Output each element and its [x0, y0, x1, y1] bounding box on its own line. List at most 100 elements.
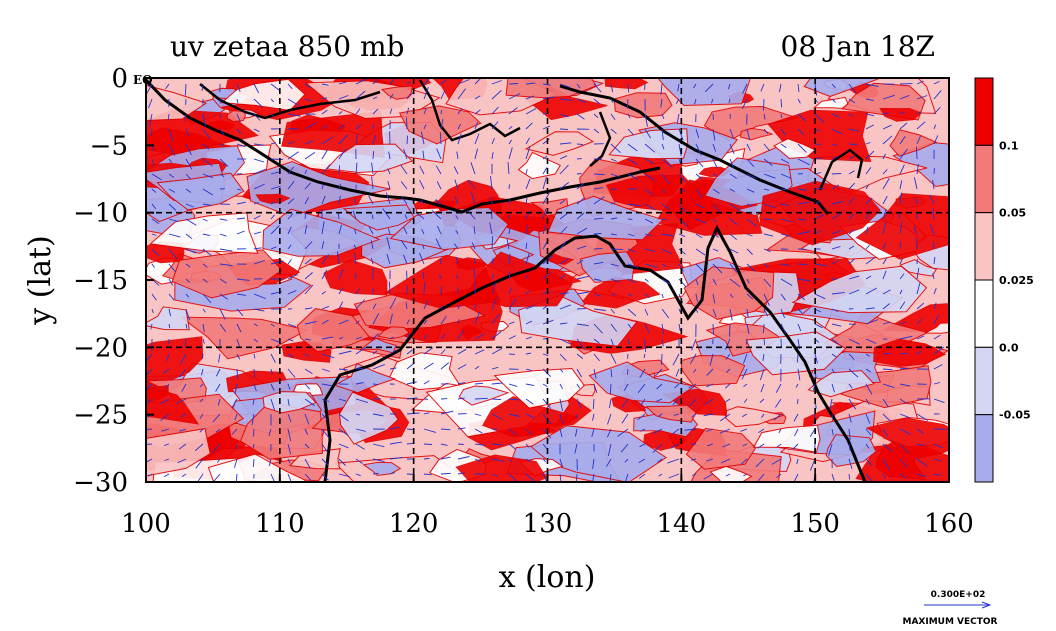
vorticity-contour [255, 193, 291, 204]
wind-vector [355, 473, 361, 477]
wind-vector [321, 97, 328, 100]
vorticity-contour [377, 326, 411, 340]
wind-vector [899, 352, 908, 355]
wind-vector [163, 368, 170, 374]
wind-vector [776, 473, 782, 479]
wind-vector [899, 413, 910, 419]
wind-vector [593, 98, 601, 105]
wind-vector [610, 323, 618, 332]
wind-vector [457, 319, 460, 325]
wind-vector [746, 248, 753, 255]
wind-vector [168, 308, 172, 317]
wind-vector [831, 173, 842, 175]
wind-vector [882, 443, 893, 453]
wind-vector [916, 335, 925, 340]
wind-vector [691, 413, 697, 418]
wind-vector [440, 90, 446, 100]
wind-vector [457, 304, 461, 310]
wind-vector [219, 293, 229, 300]
wind-vector [253, 113, 261, 121]
wind-vector [422, 272, 425, 280]
wind-vector [406, 117, 408, 130]
wind-vector [202, 188, 213, 196]
wind-vector [457, 123, 461, 130]
wind-vector [780, 308, 786, 318]
wind-vector [185, 143, 192, 156]
wind-vector [185, 248, 196, 254]
wind-vector [146, 368, 153, 377]
wind-vector [763, 278, 772, 288]
vorticity-contour [246, 161, 391, 218]
wind-vector [542, 208, 547, 220]
wind-vector [202, 278, 208, 283]
wind-vector [710, 98, 714, 104]
wind-vector [525, 398, 534, 405]
wind-vector [468, 179, 476, 190]
wind-vector [199, 398, 204, 403]
wind-vector [660, 83, 663, 95]
wind-vector [674, 383, 680, 389]
wind-vector [617, 428, 629, 437]
wind-vector [321, 124, 328, 130]
wind-vector [916, 121, 926, 130]
wind-vector [644, 308, 649, 316]
wind-vector [729, 143, 735, 154]
wind-vector [321, 368, 330, 372]
wind-vector [457, 427, 466, 430]
wind-vector [423, 428, 437, 433]
wind-vector [933, 458, 942, 462]
wind-vector [746, 158, 755, 168]
wind-vector [304, 338, 311, 341]
x-axis-label: x (lon) [499, 560, 596, 595]
wind-vector [185, 218, 197, 226]
wind-vector [436, 181, 442, 190]
wind-vector [542, 155, 548, 160]
vector-reference: 0.300E+02 MAXIMUM VECTOR [902, 590, 997, 627]
vorticity-contour [179, 316, 309, 360]
wind-vector [440, 362, 450, 370]
wind-vector [899, 222, 903, 235]
wind-vector [694, 98, 697, 105]
wind-vector [763, 143, 771, 152]
wind-vector [386, 236, 391, 250]
wind-vector [593, 233, 602, 235]
wind-vector [576, 212, 585, 220]
wind-vector [559, 258, 569, 265]
wind-vector [146, 383, 153, 391]
wind-vector [542, 305, 548, 310]
vorticity-contour [680, 355, 746, 387]
wind-vector [287, 383, 291, 390]
wind-vector [437, 225, 442, 235]
wind-vector [270, 323, 275, 327]
wind-vector [780, 143, 787, 149]
wind-vector [644, 113, 648, 127]
wind-vector [336, 251, 340, 265]
wind-vector [746, 218, 758, 227]
wind-vector [151, 233, 157, 236]
wind-vector [372, 458, 385, 463]
wind-vector [593, 308, 606, 311]
wind-vector [389, 441, 402, 445]
wind-vector [763, 203, 776, 209]
wind-vector [474, 311, 481, 325]
wind-vector [780, 158, 790, 164]
wind-vector [899, 94, 910, 100]
wind-vector [439, 258, 442, 265]
wind-vector [236, 230, 245, 235]
wind-vector [457, 397, 465, 400]
wind-vector [559, 292, 569, 295]
wind-vector [865, 353, 870, 357]
wind-vector [627, 158, 639, 165]
wind-vector [270, 214, 275, 220]
wind-vector [576, 98, 587, 104]
wind-vector [234, 383, 238, 395]
wind-vector [780, 128, 787, 136]
wind-vector [435, 199, 442, 205]
wind-vector [270, 98, 275, 103]
wind-vector [491, 80, 502, 85]
wind-vector [508, 126, 513, 130]
wind-vector [321, 269, 328, 280]
wind-vector [507, 162, 510, 175]
wind-vector [491, 258, 494, 265]
wind-vector [882, 257, 887, 265]
